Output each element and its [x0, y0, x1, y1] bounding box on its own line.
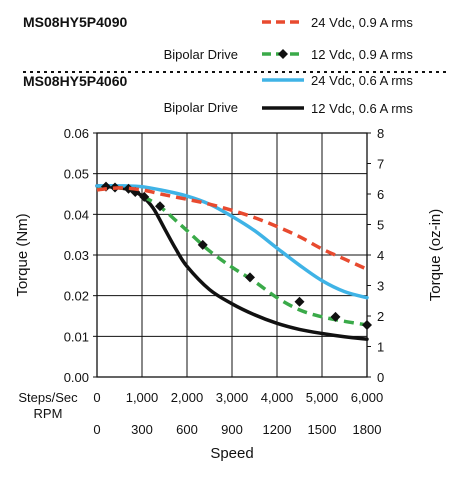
y2-tick-label: 3: [377, 279, 384, 294]
axes-group: 0.00 0.01 0.02 0.03 0.04 0.05 0.06 0 1 2 3 4 5 6 7 8 Ste…: [14, 126, 444, 462]
y-tick-label: 0.03: [64, 248, 89, 263]
legend-label-4: 12 Vdc, 0.6 A rms: [311, 101, 413, 116]
y2-tick-label: 1: [377, 340, 384, 355]
y2-tick-label: 6: [377, 187, 384, 202]
series-line-3: [95, 184, 369, 300]
x-tick-label: 5,000: [306, 390, 339, 405]
series-group: [95, 181, 372, 341]
y2-tick-label: 5: [377, 218, 384, 233]
y2-tick-label: 2: [377, 309, 384, 324]
series-marker-2: [245, 272, 255, 283]
series-marker-2: [362, 319, 372, 330]
x-tick-label: 4,000: [261, 390, 294, 405]
model-label-2: MS08HY5P4060: [23, 73, 128, 89]
x-tick-label: 0: [93, 422, 100, 437]
series-line-1: [96, 186, 368, 271]
x-tick-label: 6,000: [351, 390, 384, 405]
plot-grid: [96, 132, 368, 378]
model-label-1: MS08HY5P4090: [23, 14, 128, 30]
y-tick-label: 0.04: [64, 207, 89, 222]
y-axis-title: Torque (Nm): [14, 213, 31, 296]
y2-tick-label: 8: [377, 126, 384, 141]
legend-marker-2: [278, 49, 288, 59]
series-marker-2: [294, 296, 305, 307]
drive-label-2: Bipolar Drive: [164, 100, 238, 115]
y2-axis-title: Torque (oz-in): [427, 209, 444, 302]
x-tick-label: 1800: [353, 422, 382, 437]
y2-tick-label: 4: [377, 248, 384, 263]
x-tick-label: 0: [93, 390, 100, 405]
x-tick-label: 3,000: [216, 390, 249, 405]
x-tick-label: 2,000: [171, 390, 204, 405]
series-marker-2: [155, 201, 165, 212]
series-line-2: [96, 185, 368, 327]
y2-tick-label: 0: [377, 370, 384, 385]
y-tick-label: 0.06: [64, 126, 89, 141]
y-tick-label: 0.00: [64, 370, 89, 385]
x-tick-label: 600: [176, 422, 198, 437]
series-marker-2: [197, 239, 208, 250]
legend-label-3: 24 Vdc, 0.6 A rms: [311, 73, 413, 88]
x-tick-label: 1500: [308, 422, 337, 437]
legend-area: MS08HY5P4090 Bipolar Drive MS08HY5P4060 Bip…: [23, 14, 446, 116]
series-marker-2: [139, 191, 150, 202]
legend-label-2: 12 Vdc, 0.9 A rms: [311, 47, 413, 62]
y-tick-label: 0.05: [64, 167, 89, 182]
x-tick-label: 300: [131, 422, 153, 437]
x-tick-label: 1,000: [126, 390, 159, 405]
series-marker-2: [330, 311, 341, 322]
series-marker-2: [123, 183, 134, 194]
legend-label-1: 24 Vdc, 0.9 A rms: [311, 15, 413, 30]
y-tick-label: 0.01: [64, 329, 89, 344]
x-tick-label: 900: [221, 422, 243, 437]
drive-label-1: Bipolar Drive: [164, 47, 238, 62]
y2-tick-label: 7: [377, 157, 384, 172]
x-row-label-rpm: RPM: [34, 406, 63, 421]
x-row-label-steps: Steps/Sec: [18, 390, 78, 405]
x-tick-label: 1200: [263, 422, 292, 437]
y-tick-label: 0.02: [64, 289, 89, 304]
x-axis-title: Speed: [210, 445, 253, 462]
